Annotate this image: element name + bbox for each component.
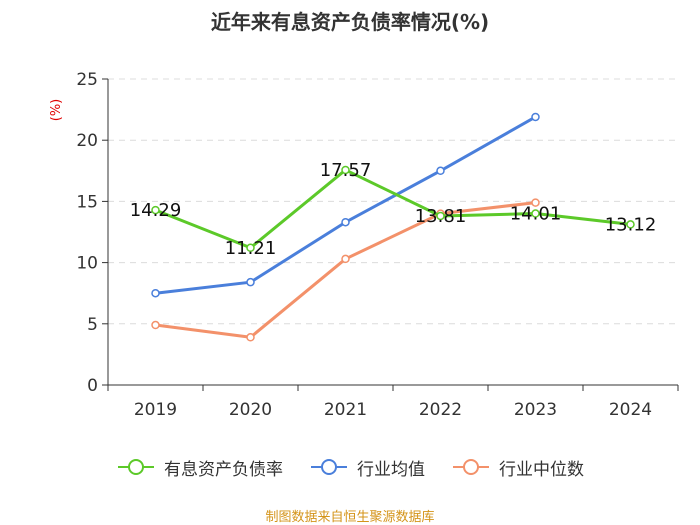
data-point	[341, 165, 350, 175]
series-layer	[151, 112, 635, 342]
y-tick-label: 0	[87, 376, 98, 396]
legend-marker-icon	[118, 459, 154, 475]
series-line	[155, 115, 537, 295]
legend-item[interactable]: 行业均值	[309, 455, 425, 480]
data-label: 13.81	[415, 206, 467, 227]
data-point	[246, 333, 255, 342]
data-label: 17.57	[320, 160, 372, 181]
x-tick-label: 2021	[324, 400, 367, 420]
x-tick-label: 2019	[134, 400, 177, 420]
chart-title: 近年来有息资产负债率情况(%)	[210, 10, 490, 34]
data-label: 13.12	[605, 214, 657, 235]
data-point	[341, 254, 350, 264]
source-note: 制图数据来自恒生聚源数据库	[265, 510, 435, 525]
y-tick-label: 5	[87, 315, 98, 335]
data-point	[151, 205, 160, 215]
data-point	[436, 166, 445, 176]
data-point	[626, 220, 635, 229]
data-label: 11.21	[225, 238, 277, 259]
gridlines	[108, 78, 678, 325]
legend-label: 行业均值	[357, 459, 425, 480]
data-point	[341, 217, 350, 227]
data-labels: 14.29 11.21 17.57 13.81 14.01 13.12	[130, 160, 657, 259]
data-label: 14.01	[510, 204, 562, 225]
axes: 0 5 10 15 20 25 2019 2020 2021 2022 2023 2024	[76, 70, 679, 420]
data-point	[151, 320, 160, 330]
data-point	[246, 243, 255, 253]
y-tick-label: 25	[76, 70, 98, 90]
data-point	[531, 112, 540, 122]
legend-marker-icon	[311, 459, 347, 475]
legend-item[interactable]: 有息资产负债率	[116, 455, 283, 480]
data-label: 14.29	[130, 200, 182, 221]
data-point	[436, 211, 445, 221]
series-line	[154, 168, 631, 250]
x-tick-label: 2024	[609, 400, 652, 420]
y-tick-label: 15	[76, 192, 98, 212]
data-point	[531, 209, 540, 218]
y-axis-unit-label: (%)	[49, 99, 64, 122]
legend-item[interactable]: 行业中位数	[451, 455, 584, 480]
x-tick-label: 2023	[514, 400, 557, 420]
legend-label: 行业中位数	[499, 459, 584, 480]
y-tick-label: 20	[76, 131, 98, 151]
legend: 有息资产负债率 行业均值 行业中位数	[0, 452, 700, 482]
x-tick-label: 2020	[229, 400, 272, 420]
data-point	[246, 277, 255, 287]
data-point	[531, 198, 540, 207]
y-tick-label: 10	[76, 254, 98, 274]
legend-marker-icon	[453, 459, 489, 475]
legend-label: 有息资产负债率	[164, 459, 283, 480]
x-tick-label: 2022	[419, 400, 462, 420]
data-point	[151, 288, 160, 298]
